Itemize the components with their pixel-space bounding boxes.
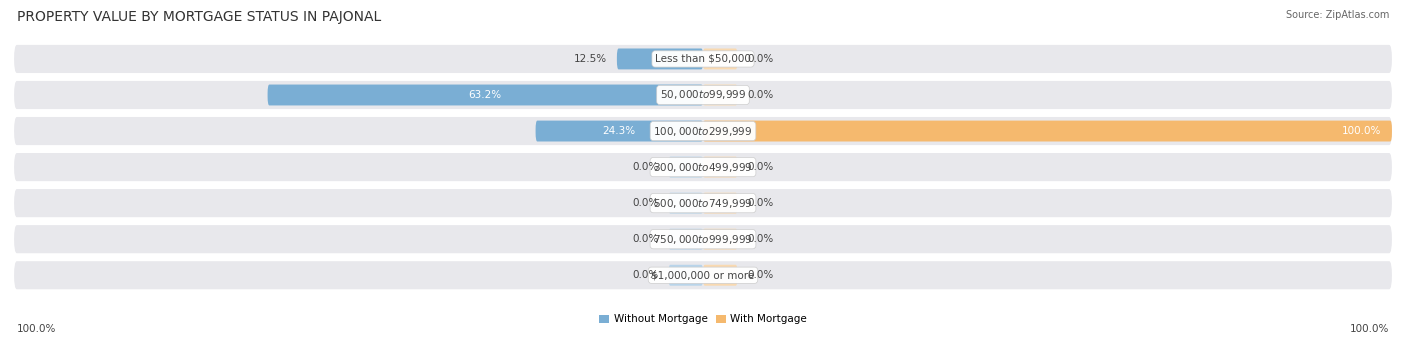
Text: 0.0%: 0.0% — [631, 270, 658, 280]
FancyBboxPatch shape — [703, 121, 1392, 142]
Text: $1,000,000 or more: $1,000,000 or more — [651, 270, 755, 280]
FancyBboxPatch shape — [14, 153, 1392, 181]
Text: 0.0%: 0.0% — [748, 162, 775, 172]
FancyBboxPatch shape — [669, 193, 703, 213]
Legend: Without Mortgage, With Mortgage: Without Mortgage, With Mortgage — [595, 310, 811, 328]
Text: $100,000 to $299,999: $100,000 to $299,999 — [654, 124, 752, 137]
Text: PROPERTY VALUE BY MORTGAGE STATUS IN PAJONAL: PROPERTY VALUE BY MORTGAGE STATUS IN PAJ… — [17, 10, 381, 24]
FancyBboxPatch shape — [703, 157, 738, 178]
Text: 0.0%: 0.0% — [631, 162, 658, 172]
Text: 0.0%: 0.0% — [748, 198, 775, 208]
FancyBboxPatch shape — [536, 121, 703, 142]
Text: 24.3%: 24.3% — [603, 126, 636, 136]
FancyBboxPatch shape — [703, 193, 738, 213]
Text: Source: ZipAtlas.com: Source: ZipAtlas.com — [1285, 10, 1389, 20]
Text: 100.0%: 100.0% — [1350, 324, 1389, 334]
Text: 0.0%: 0.0% — [748, 234, 775, 244]
FancyBboxPatch shape — [617, 48, 703, 70]
Text: $750,000 to $999,999: $750,000 to $999,999 — [654, 233, 752, 246]
Text: 63.2%: 63.2% — [468, 90, 502, 100]
FancyBboxPatch shape — [669, 265, 703, 286]
FancyBboxPatch shape — [669, 229, 703, 250]
Text: $500,000 to $749,999: $500,000 to $749,999 — [654, 197, 752, 210]
Text: 100.0%: 100.0% — [1343, 126, 1382, 136]
FancyBboxPatch shape — [14, 261, 1392, 289]
Text: 0.0%: 0.0% — [748, 54, 775, 64]
Text: $300,000 to $499,999: $300,000 to $499,999 — [654, 161, 752, 174]
FancyBboxPatch shape — [14, 189, 1392, 217]
FancyBboxPatch shape — [14, 117, 1392, 145]
Text: 0.0%: 0.0% — [631, 234, 658, 244]
Text: $50,000 to $99,999: $50,000 to $99,999 — [659, 89, 747, 102]
Text: Less than $50,000: Less than $50,000 — [655, 54, 751, 64]
FancyBboxPatch shape — [14, 81, 1392, 109]
FancyBboxPatch shape — [267, 85, 703, 105]
FancyBboxPatch shape — [703, 48, 738, 70]
Text: 0.0%: 0.0% — [631, 198, 658, 208]
Text: 0.0%: 0.0% — [748, 270, 775, 280]
Text: 12.5%: 12.5% — [574, 54, 606, 64]
Text: 0.0%: 0.0% — [748, 90, 775, 100]
FancyBboxPatch shape — [703, 85, 738, 105]
FancyBboxPatch shape — [703, 229, 738, 250]
FancyBboxPatch shape — [14, 225, 1392, 253]
FancyBboxPatch shape — [703, 265, 738, 286]
FancyBboxPatch shape — [14, 45, 1392, 73]
Text: 100.0%: 100.0% — [17, 324, 56, 334]
FancyBboxPatch shape — [669, 157, 703, 178]
